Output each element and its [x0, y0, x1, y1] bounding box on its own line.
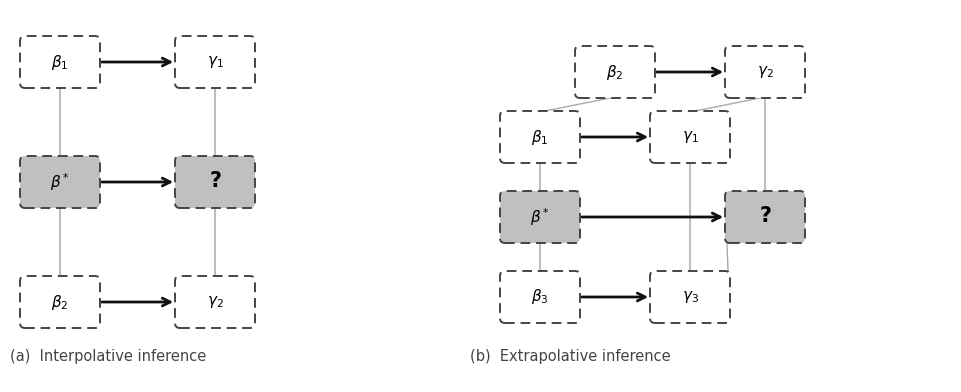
Text: $\gamma_1$: $\gamma_1$ — [207, 54, 223, 70]
Text: $\beta_3$: $\beta_3$ — [530, 287, 548, 307]
FancyBboxPatch shape — [20, 36, 100, 88]
FancyBboxPatch shape — [500, 191, 579, 243]
Text: $\gamma_1$: $\gamma_1$ — [681, 129, 698, 145]
Text: $\gamma_2$: $\gamma_2$ — [756, 64, 773, 80]
FancyBboxPatch shape — [725, 46, 804, 98]
Text: $\beta_1$: $\beta_1$ — [530, 127, 548, 147]
FancyBboxPatch shape — [575, 46, 654, 98]
FancyBboxPatch shape — [175, 36, 255, 88]
Text: $\beta^*$: $\beta^*$ — [50, 171, 70, 193]
FancyBboxPatch shape — [20, 276, 100, 328]
FancyBboxPatch shape — [20, 156, 100, 208]
Text: $\mathbf{?}$: $\mathbf{?}$ — [209, 171, 221, 191]
Text: $\gamma_2$: $\gamma_2$ — [207, 294, 223, 310]
Text: (a)  Interpolative inference: (a) Interpolative inference — [10, 349, 206, 364]
Text: $\beta^*$: $\beta^*$ — [530, 206, 550, 228]
FancyBboxPatch shape — [650, 271, 729, 323]
FancyBboxPatch shape — [175, 156, 255, 208]
Text: $\beta_2$: $\beta_2$ — [51, 292, 68, 312]
Text: $\beta_1$: $\beta_1$ — [51, 53, 68, 71]
FancyBboxPatch shape — [725, 191, 804, 243]
Text: $\gamma_3$: $\gamma_3$ — [680, 289, 698, 305]
FancyBboxPatch shape — [500, 271, 579, 323]
FancyBboxPatch shape — [650, 111, 729, 163]
Text: (b)  Extrapolative inference: (b) Extrapolative inference — [470, 349, 670, 364]
Text: $\beta_2$: $\beta_2$ — [605, 62, 623, 82]
Text: $\mathbf{?}$: $\mathbf{?}$ — [758, 206, 771, 226]
FancyBboxPatch shape — [175, 276, 255, 328]
FancyBboxPatch shape — [500, 111, 579, 163]
